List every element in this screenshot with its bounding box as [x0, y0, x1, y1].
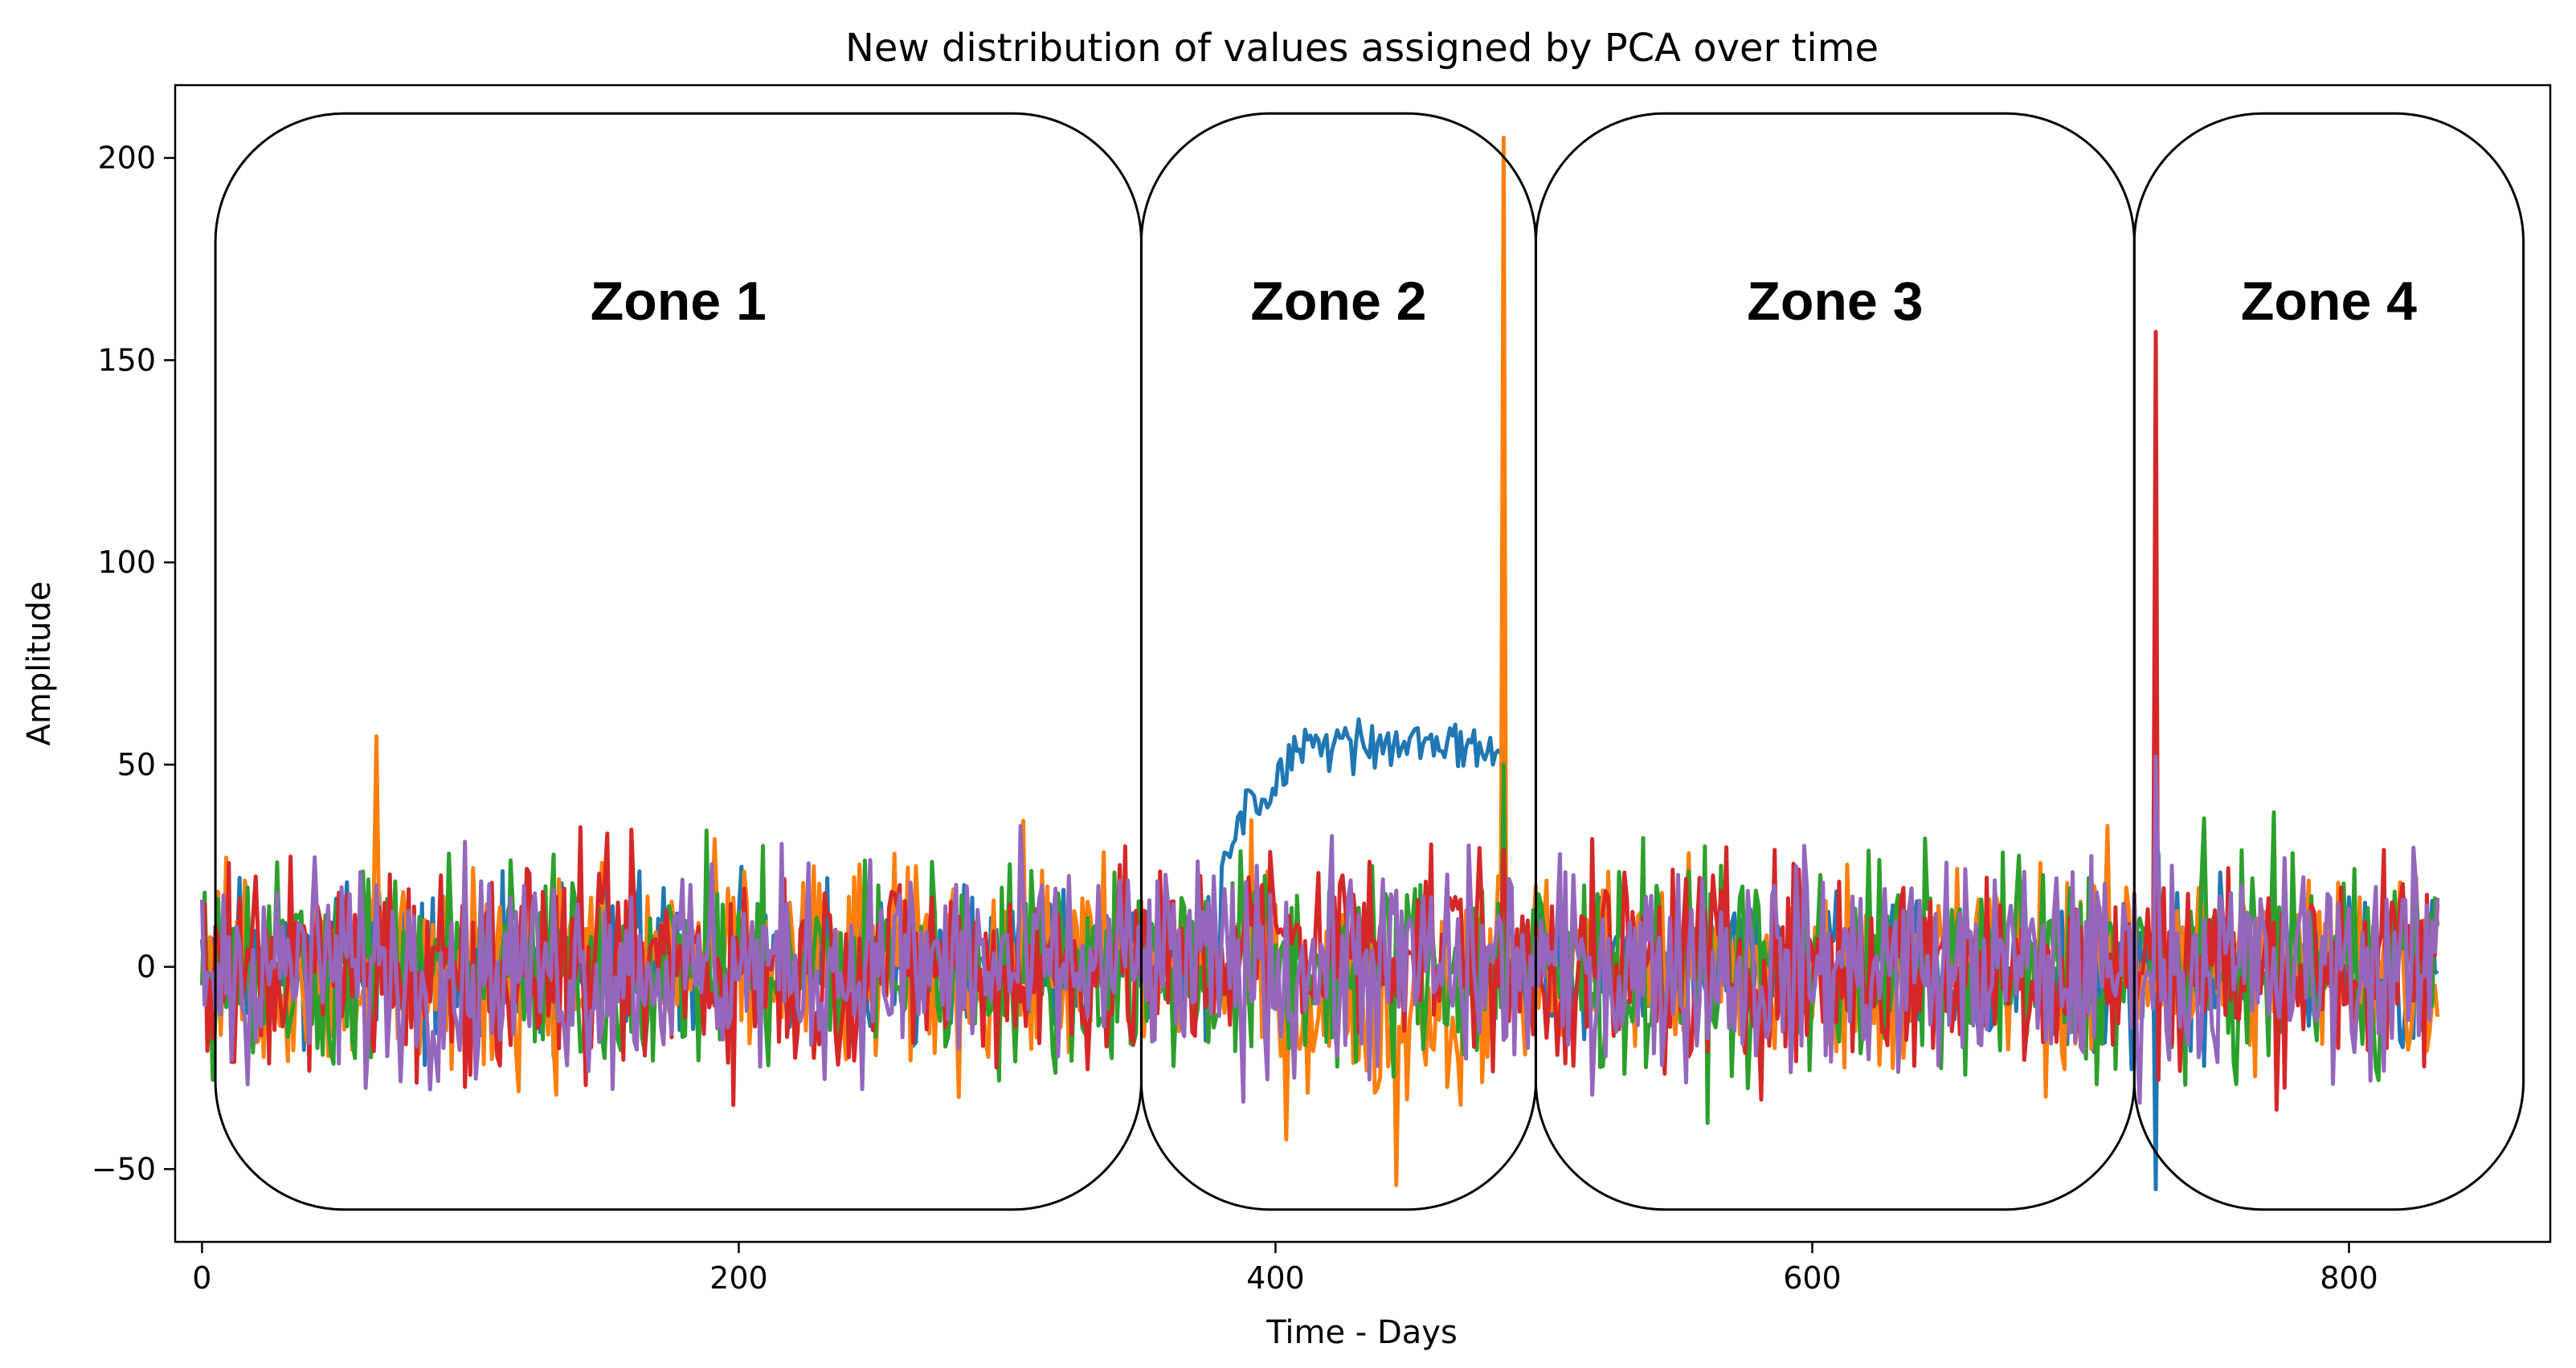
x-tick-label: 800 — [2320, 1260, 2378, 1296]
y-tick-label: 100 — [97, 545, 156, 580]
x-tick-label: 0 — [192, 1260, 211, 1296]
chart-title: New distribution of values assigned by P… — [845, 26, 1879, 71]
zone-4-label: Zone 4 — [2241, 271, 2417, 332]
x-tick-label: 600 — [1783, 1260, 1842, 1296]
x-axis-label: Time - Days — [1266, 1314, 1458, 1351]
series-purple-line — [199, 754, 2440, 1105]
y-tick-label: 150 — [97, 342, 156, 378]
plot-frame — [174, 84, 2552, 1243]
x-axis: 0 200 400 600 800 — [192, 1242, 2378, 1296]
series-lines — [199, 136, 2440, 1191]
y-axis: −50 0 50 100 150 200 — [92, 141, 175, 1186]
zone-3-label: Zone 3 — [1747, 271, 1923, 332]
x-tick-label: 200 — [709, 1260, 768, 1296]
x-tick-label: 400 — [1246, 1260, 1305, 1296]
y-axis-label: Amplitude — [21, 582, 58, 746]
y-tick-label: −50 — [92, 1151, 156, 1186]
y-tick-label: 200 — [97, 141, 156, 176]
y-tick-label: 0 — [137, 949, 156, 985]
zones: Zone 1 Zone 2 Zone 3 Zone 4 — [214, 112, 2525, 1211]
y-tick-label: 50 — [117, 747, 156, 782]
zone-4-box — [2132, 112, 2525, 1211]
zone-2-label: Zone 2 — [1250, 271, 1426, 332]
zone-1-label: Zone 1 — [591, 271, 767, 332]
